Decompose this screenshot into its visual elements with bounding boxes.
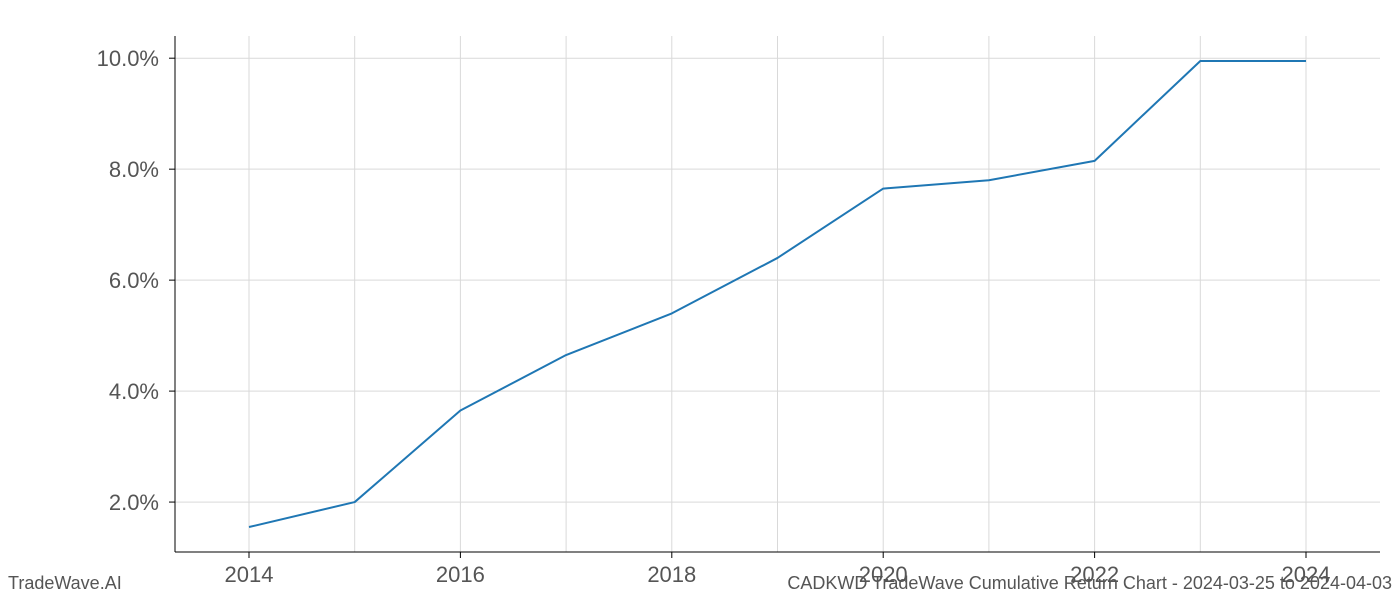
- x-tick-label: 2018: [647, 562, 696, 587]
- y-tick-label: 8.0%: [109, 157, 159, 182]
- footer-caption: CADKWD TradeWave Cumulative Return Chart…: [787, 573, 1392, 594]
- x-tick-label: 2016: [436, 562, 485, 587]
- line-chart: 2014201620182020202220242.0%4.0%6.0%8.0%…: [0, 0, 1400, 600]
- y-tick-label: 6.0%: [109, 268, 159, 293]
- y-tick-label: 10.0%: [97, 46, 159, 71]
- y-tick-label: 2.0%: [109, 490, 159, 515]
- footer-brand-label: TradeWave.AI: [8, 573, 122, 594]
- y-tick-label: 4.0%: [109, 379, 159, 404]
- x-tick-label: 2014: [225, 562, 274, 587]
